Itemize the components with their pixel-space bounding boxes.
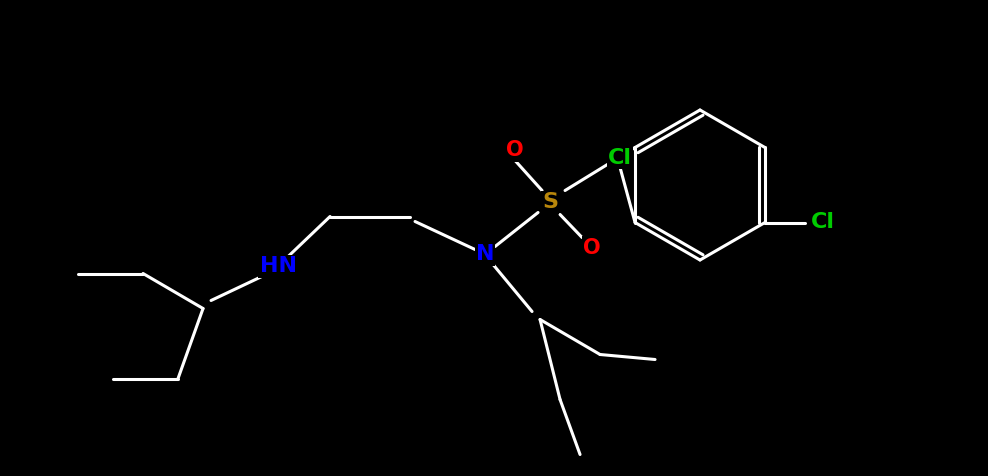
Text: Cl: Cl xyxy=(608,148,632,168)
Text: Cl: Cl xyxy=(811,212,835,232)
Text: S: S xyxy=(542,192,558,212)
Text: HN: HN xyxy=(260,257,296,277)
Text: N: N xyxy=(476,245,494,265)
Text: O: O xyxy=(583,238,601,258)
Text: O: O xyxy=(506,140,524,160)
